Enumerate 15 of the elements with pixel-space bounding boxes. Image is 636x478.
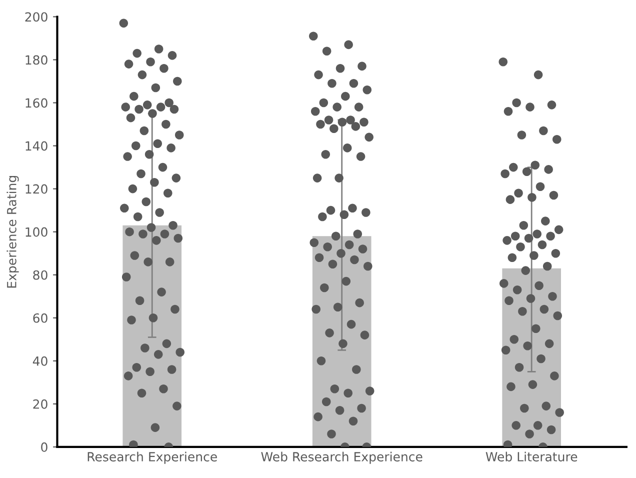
- y-tick-label: 20: [33, 399, 48, 409]
- y-tick-label: 80: [33, 270, 48, 280]
- y-tick-label: 160: [26, 98, 48, 108]
- y-tick-label: 200: [25, 12, 48, 22]
- y-axis-title: Experience Rating: [6, 176, 19, 288]
- y-tick-label: 140: [26, 141, 48, 151]
- x-tick-label: Research Experience: [88, 452, 217, 464]
- y-tick-label: 60: [33, 313, 48, 323]
- y-tick-label: 0: [41, 442, 48, 452]
- x-tick-label: Web Literature: [486, 452, 578, 462]
- x-tick-label: Web Research Experience: [261, 452, 422, 464]
- y-tick-label: 40: [32, 356, 48, 366]
- y-tick-label: 180: [26, 55, 48, 65]
- y-tick-label: 100: [26, 227, 48, 237]
- y-tick-label: 120: [26, 184, 48, 194]
